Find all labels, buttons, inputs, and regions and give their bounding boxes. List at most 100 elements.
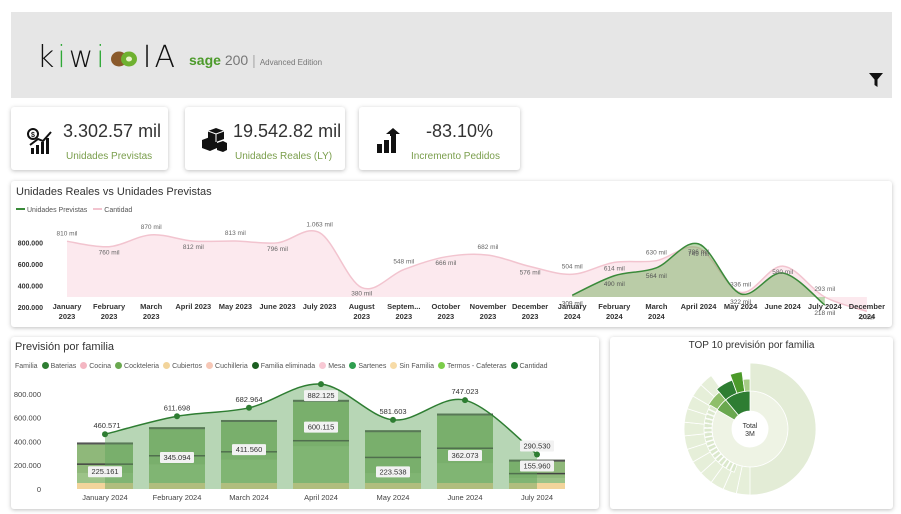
cantidad-data-label: 460.571: [93, 421, 120, 430]
x-tick-label: April 2023: [175, 302, 211, 311]
header-bar: kiwi IA sage 200 | Advanced Edition: [11, 12, 892, 98]
data-label-box: [448, 449, 482, 461]
legend-swatch: [251, 362, 259, 369]
cantidad-area: [105, 383, 537, 489]
filter-icon[interactable]: [868, 72, 884, 88]
top10-panel: TOP 10 previsión por familia Total 3M: [610, 337, 893, 509]
family-chart-svg: 800.000 600.000 400.000 200.000 0 460.571 611.…: [14, 381, 565, 502]
legend-item[interactable]: Cubiertos: [163, 362, 203, 370]
data-label-box: [520, 460, 554, 472]
legend-item[interactable]: Sartenes: [349, 362, 386, 370]
legend-item[interactable]: Familia eliminada: [251, 362, 315, 370]
x-tick-year: 2023: [395, 312, 412, 321]
x-tick-label: May 2024: [724, 302, 758, 311]
x-tick-label: May 2024: [377, 493, 410, 502]
forecast-data-label: 786 mil: [688, 249, 710, 256]
legend-label: Cuchilleria: [215, 363, 248, 370]
y-tick-label: 800.000: [14, 390, 41, 399]
cantidad-point: [102, 431, 108, 438]
y-tick-label: 200.000: [18, 305, 43, 312]
legend-swatch: [319, 362, 327, 369]
baterias-data-label: 411.560: [236, 445, 263, 454]
x-tick-year: 2024: [564, 312, 582, 321]
forecast-data-label: 218 mil: [814, 310, 836, 317]
chart-coin-icon: $: [27, 128, 52, 154]
baterias-data-label: 345.094: [163, 453, 190, 462]
sage-brand: sage 200 | Advanced Edition: [189, 52, 322, 68]
cantidad-data-label: 882.125: [307, 391, 334, 400]
legend-label: Cocina: [89, 363, 112, 370]
forecast-data-label: 322 mil: [730, 299, 752, 306]
legend-item: Unidades Previstas: [16, 207, 87, 214]
logo-ia-text: IA: [142, 40, 178, 75]
top10-title: TOP 10 previsión por familia: [688, 340, 815, 351]
kiwi-ia-logo: kiwi IA: [37, 40, 178, 75]
forecast-data-label: 490 mil: [604, 281, 626, 288]
actual-data-label: 614 mil: [604, 265, 626, 272]
legend-label: Cubiertos: [172, 363, 203, 370]
legend-item[interactable]: Cockteleria: [115, 362, 159, 370]
bar-segment-cubiertos: [365, 483, 421, 489]
actual-data-label: 548 mil: [393, 259, 415, 266]
sunburst-segment: [711, 450, 722, 460]
actual-data-label: 810 mil: [57, 230, 79, 237]
legend-item[interactable]: Cantidad: [510, 362, 548, 370]
cantidad-data-label: 682.964: [235, 395, 262, 404]
kpi-label: Unidades Reales (LY): [235, 151, 333, 162]
line-chart-legend: Unidades Previstas Cantidad: [16, 207, 136, 214]
cantidad-point: [390, 416, 396, 423]
x-tick-year: 2023: [522, 312, 539, 321]
legend-label: Sin Familia: [399, 363, 434, 370]
legend-swatch: [510, 362, 518, 369]
x-tick-label: August: [349, 302, 375, 311]
baterias-data-label: 600.115: [308, 423, 335, 432]
legend-item[interactable]: Cuchilleria: [206, 362, 248, 370]
kpi-card-unidades-reales: 19.542.82 mil Unidades Reales (LY): [185, 107, 345, 170]
actual-data-label: 812 mil: [183, 244, 205, 251]
bar-segment-cubiertos: [149, 483, 205, 489]
cantidad-point: [174, 413, 180, 420]
actual-data-label: 749 mil: [688, 251, 710, 258]
legend-title: Familia: [15, 363, 38, 370]
legend-label: Cantidad: [519, 363, 548, 370]
x-tick-label: January 2024: [82, 493, 127, 502]
actual-data-label: 682 mil: [478, 244, 500, 251]
sunburst-segment: [721, 458, 731, 469]
actual-data-label: 0 mil: [860, 314, 874, 321]
bar-segment-cubiertos: [221, 483, 277, 489]
x-tick-year: 2024: [648, 312, 666, 321]
x-tick-year: 2023: [438, 312, 455, 321]
bar-segment-familia-eliminada: [437, 413, 493, 416]
legend-label: Mesa: [328, 363, 346, 370]
kiwi-fruit-icon: [110, 51, 137, 66]
legend-item[interactable]: Cocina: [80, 362, 112, 370]
legend-swatch: [206, 362, 214, 369]
data-label-box: [232, 444, 266, 456]
x-tick-label: April 2024: [681, 302, 718, 311]
legend-item[interactable]: Termos - Cafeteras: [437, 362, 507, 370]
cantidad-data-label: 290.530: [523, 441, 550, 450]
baterias-data-label: 362.073: [451, 451, 478, 460]
legend-swatch: [349, 362, 357, 369]
legend-swatch: [163, 362, 171, 369]
legend-item[interactable]: Sin Familia: [390, 362, 434, 370]
sunburst-segment: [714, 453, 725, 463]
x-tick-label: July 2024: [808, 302, 843, 311]
data-label-box: [88, 466, 122, 478]
legend-item[interactable]: Baterias: [41, 362, 76, 370]
data-label-box: [376, 466, 410, 478]
logo-letter: i: [96, 40, 108, 75]
y-tick-label: 800.000: [18, 240, 43, 247]
actual-data-label: 1.063 mil: [306, 222, 333, 229]
forecast-line: [571, 242, 826, 306]
legend-item: Cantidad: [93, 207, 132, 214]
family-chart-panel: Previsión por familia Familia Baterias Coc…: [11, 337, 599, 509]
x-tick-label: July 2024: [521, 493, 553, 502]
kpi-label: Incremento Pedidos: [411, 151, 500, 162]
cantidad-data-label: 581.603: [379, 407, 406, 416]
kpi-card-incremento-pedidos: -83.10% Incremento Pedidos: [359, 107, 520, 170]
x-tick-label: March 2024: [229, 493, 269, 502]
sunburst-segment: [742, 378, 751, 392]
y-tick-label: 600.000: [18, 262, 43, 269]
legend-item[interactable]: Mesa: [319, 362, 346, 370]
